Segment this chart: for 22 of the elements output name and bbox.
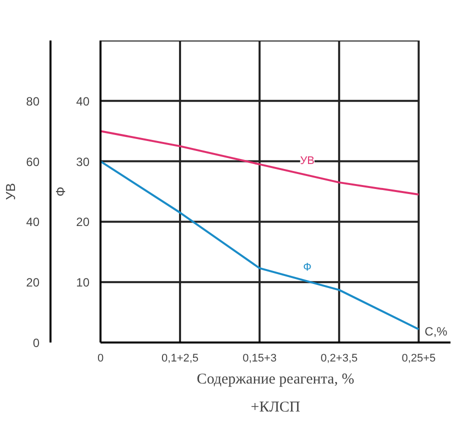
x-tick-label: 0	[97, 352, 104, 364]
y-tick-label: 30	[76, 154, 90, 169]
x-tick-label: 0,25+5	[402, 352, 436, 364]
x-axis-title: C,%	[424, 324, 448, 338]
series-label: Ф	[303, 261, 312, 274]
text: Содержание реагента, %	[196, 372, 354, 388]
y2-tick-label: 0	[32, 336, 40, 350]
line-series	[100, 130, 420, 196]
y2-axis-title: УВ	[3, 183, 18, 200]
y-axis-title: Ф	[53, 186, 68, 196]
y2-tick-label: 20	[26, 276, 40, 290]
y-tick-label: 10	[76, 276, 90, 290]
text: +КЛСП	[250, 400, 300, 416]
x-tick-label: 0,2+3,5	[320, 352, 358, 364]
y2-tick-label: 80	[26, 94, 40, 108]
y2-tick-label: 40	[26, 215, 40, 230]
y2-tick-label: 60	[26, 154, 40, 169]
x-tick-label: 0,15+3	[242, 352, 277, 364]
series-label: УВ	[300, 155, 314, 168]
y-tick-label: 20	[76, 215, 90, 230]
x-tick-label: 0,1+2,5	[162, 352, 199, 364]
y-tick-label: 40	[76, 94, 90, 108]
